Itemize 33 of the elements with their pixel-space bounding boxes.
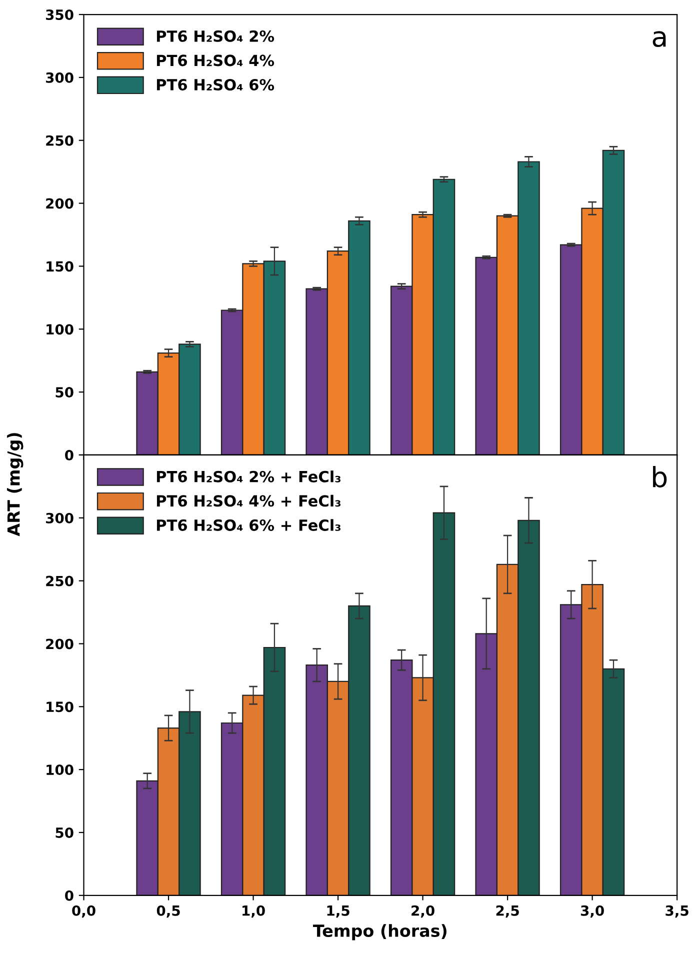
y-tick-label: 300 <box>46 72 74 83</box>
y-tick-label: 150 <box>46 261 74 272</box>
legend-label: PT6 H₂SO₄ 6% + FeCl₃ <box>156 519 340 531</box>
x-tick-label: 2,0 <box>412 905 434 918</box>
legend-label: PT6 H₂SO₄ 2% + FeCl₃ <box>156 470 340 482</box>
x-tick-label: 1,0 <box>242 905 265 918</box>
y-tick-label: 300 <box>46 512 74 524</box>
legend-label: PT6 H₂SO₄ 6% <box>156 78 274 91</box>
y-tick-label: 100 <box>46 324 74 335</box>
y-tick-label: 50 <box>56 827 74 838</box>
y-tick-label: 0 <box>65 890 74 901</box>
annotation: a <box>652 31 666 48</box>
x-tick-label: 0,0 <box>72 905 96 918</box>
y-tick-label: 200 <box>46 638 74 650</box>
x-tick-label: 1,5 <box>327 906 350 918</box>
y-tick-label: 50 <box>56 387 74 398</box>
legend-label: PT6 H₂SO₄ 4% + FeCl₃ <box>156 494 340 507</box>
legend-label: PT6 H₂SO₄ 2% <box>156 30 274 42</box>
annotation: b <box>653 466 667 488</box>
y-tick-label: 150 <box>46 702 74 712</box>
y-tick-label: 250 <box>46 135 74 146</box>
x-tick-label: 3,5 <box>666 905 688 918</box>
x-tick-label: 2,5 <box>496 905 519 918</box>
legend-label: PT6 H₂SO₄ 4% <box>156 54 274 66</box>
x-axis-title: Tempo (horas) <box>313 924 446 940</box>
y-tick-label: 350 <box>46 9 74 20</box>
y-tick-label: 200 <box>46 198 74 209</box>
y-tick-label: 250 <box>46 576 74 586</box>
y-tick-label: 0 <box>65 450 74 460</box>
y-tick-label: 100 <box>46 764 74 776</box>
x-tick-label: 3,0 <box>580 905 604 918</box>
x-tick-label: 0,5 <box>156 905 180 918</box>
y-axis-title: ART (mg/g) <box>6 433 24 536</box>
